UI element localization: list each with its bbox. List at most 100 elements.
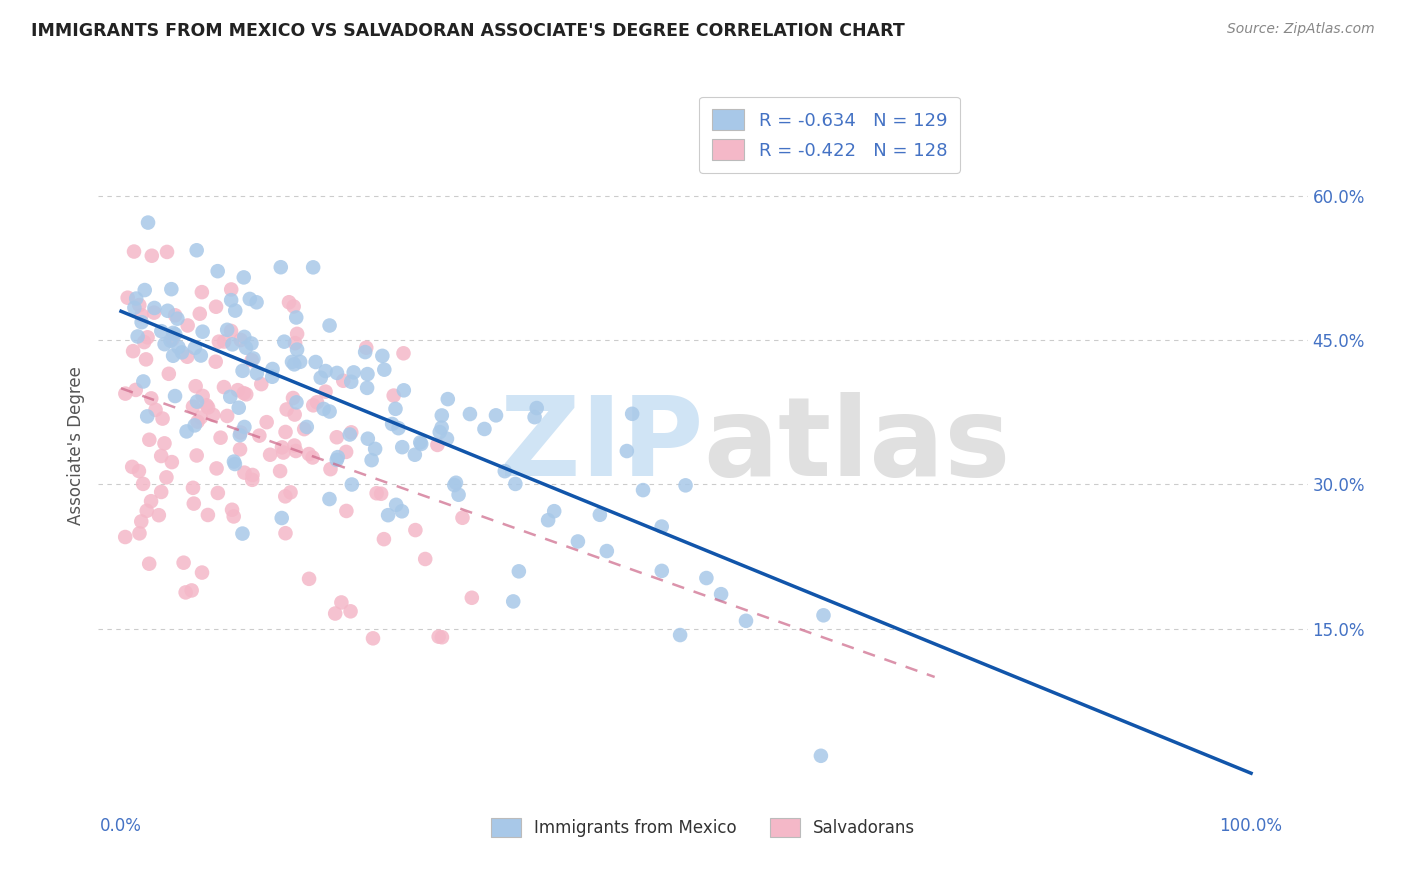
Point bbox=[136, 216, 159, 230]
Point bbox=[122, 344, 145, 359]
Point bbox=[283, 438, 305, 452]
Point bbox=[285, 343, 308, 357]
Point bbox=[159, 334, 181, 348]
Point bbox=[295, 420, 318, 434]
Point bbox=[233, 330, 256, 344]
Point bbox=[430, 420, 453, 434]
Point bbox=[204, 354, 226, 368]
Point bbox=[444, 475, 467, 490]
Point bbox=[436, 392, 458, 406]
Point bbox=[274, 526, 297, 541]
Point bbox=[695, 571, 717, 585]
Point bbox=[371, 349, 394, 363]
Point bbox=[226, 383, 249, 397]
Point bbox=[284, 444, 307, 458]
Point bbox=[143, 306, 166, 320]
Point bbox=[631, 483, 654, 497]
Point bbox=[259, 448, 281, 462]
Point bbox=[710, 587, 733, 601]
Point bbox=[240, 353, 263, 368]
Point bbox=[233, 466, 256, 480]
Point bbox=[278, 295, 301, 310]
Point bbox=[270, 511, 292, 525]
Point bbox=[298, 572, 321, 586]
Point bbox=[152, 411, 174, 425]
Point bbox=[354, 341, 377, 355]
Point bbox=[229, 333, 252, 347]
Point bbox=[589, 508, 612, 522]
Point bbox=[392, 384, 415, 398]
Point bbox=[128, 298, 150, 312]
Text: atlas: atlas bbox=[703, 392, 1011, 500]
Point bbox=[305, 395, 328, 409]
Point bbox=[675, 478, 697, 492]
Point bbox=[245, 295, 267, 310]
Point bbox=[150, 324, 173, 338]
Point bbox=[170, 345, 193, 359]
Point bbox=[224, 457, 246, 471]
Point bbox=[357, 432, 380, 446]
Point bbox=[318, 318, 340, 333]
Point bbox=[373, 362, 395, 376]
Point bbox=[323, 607, 346, 621]
Point bbox=[141, 392, 163, 406]
Point bbox=[188, 307, 211, 321]
Point bbox=[165, 327, 187, 342]
Point bbox=[332, 374, 354, 388]
Point bbox=[443, 478, 465, 492]
Point bbox=[217, 323, 239, 337]
Point bbox=[162, 326, 184, 340]
Point bbox=[222, 509, 245, 524]
Point bbox=[240, 336, 263, 351]
Point bbox=[373, 532, 395, 546]
Point bbox=[191, 285, 214, 300]
Point bbox=[155, 470, 177, 484]
Point bbox=[219, 283, 242, 297]
Point bbox=[302, 260, 325, 275]
Point bbox=[567, 534, 589, 549]
Point bbox=[138, 557, 160, 571]
Point bbox=[222, 454, 245, 468]
Point bbox=[508, 565, 530, 579]
Point bbox=[186, 244, 208, 258]
Point bbox=[183, 418, 205, 433]
Point bbox=[370, 487, 392, 501]
Point bbox=[430, 409, 453, 423]
Point bbox=[141, 249, 163, 263]
Point bbox=[309, 370, 332, 384]
Point bbox=[411, 437, 433, 451]
Point bbox=[150, 449, 173, 463]
Point bbox=[813, 608, 835, 623]
Point bbox=[153, 436, 176, 450]
Point bbox=[167, 340, 190, 354]
Point bbox=[274, 425, 297, 439]
Point bbox=[366, 486, 388, 500]
Point bbox=[274, 489, 297, 503]
Point bbox=[219, 324, 242, 338]
Point bbox=[208, 334, 231, 349]
Point bbox=[273, 445, 295, 459]
Point bbox=[413, 552, 436, 566]
Point bbox=[354, 345, 377, 359]
Point bbox=[162, 332, 184, 346]
Point bbox=[391, 440, 413, 454]
Point bbox=[735, 614, 758, 628]
Point bbox=[301, 450, 323, 465]
Point bbox=[340, 375, 363, 389]
Point bbox=[217, 409, 239, 423]
Point bbox=[233, 420, 256, 434]
Point bbox=[160, 282, 183, 296]
Point bbox=[232, 386, 254, 401]
Point bbox=[132, 375, 155, 389]
Point bbox=[273, 334, 295, 349]
Point bbox=[122, 244, 145, 259]
Point bbox=[224, 303, 246, 318]
Point bbox=[810, 748, 832, 763]
Point bbox=[319, 462, 342, 476]
Point bbox=[209, 431, 232, 445]
Point bbox=[136, 409, 159, 424]
Point bbox=[461, 591, 484, 605]
Point bbox=[271, 441, 294, 455]
Point bbox=[212, 334, 235, 349]
Point bbox=[186, 449, 208, 463]
